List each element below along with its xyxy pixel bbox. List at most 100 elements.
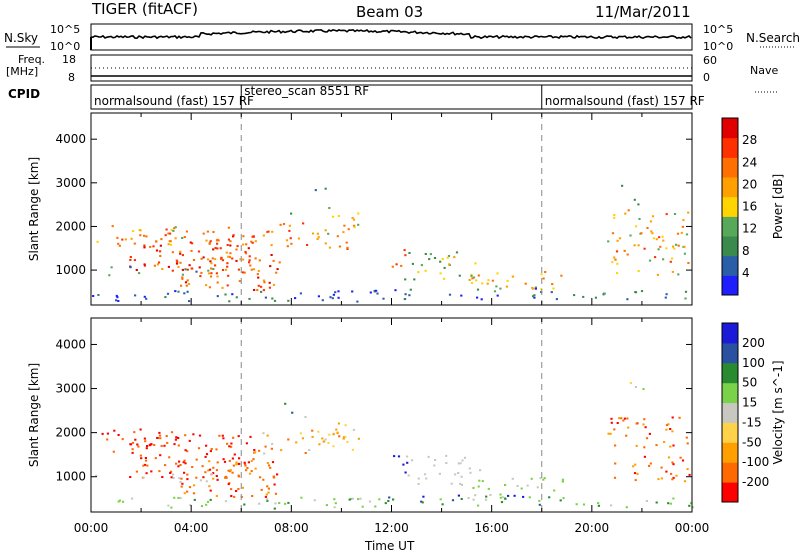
data-cell	[210, 262, 213, 265]
data-cell	[153, 264, 156, 267]
data-cell	[264, 495, 267, 498]
data-cell	[143, 437, 146, 440]
data-cell	[257, 284, 260, 287]
data-cell	[453, 256, 456, 259]
data-cell	[133, 259, 136, 262]
data-cell	[532, 295, 535, 298]
data-cell	[657, 248, 660, 251]
data-cell	[496, 272, 499, 275]
data-cell	[144, 459, 148, 462]
data-cell	[254, 240, 257, 243]
data-cell	[458, 274, 461, 277]
data-cell	[169, 472, 172, 474]
data-cell	[117, 242, 120, 245]
data-cell	[665, 293, 668, 296]
data-cell	[538, 503, 541, 506]
data-cell	[408, 294, 411, 297]
data-cell	[143, 246, 146, 249]
data-cell	[176, 260, 179, 263]
data-cell	[468, 279, 471, 281]
data-cell	[260, 290, 263, 293]
colorbar-tick-label: 12	[742, 222, 757, 236]
data-cell	[179, 497, 182, 500]
data-cell	[181, 237, 184, 239]
data-cell	[469, 471, 472, 474]
data-cell	[264, 445, 267, 448]
colorbar-tick-label: 200	[742, 336, 765, 350]
data-cell	[96, 240, 99, 243]
data-cell	[499, 493, 502, 496]
data-cell	[170, 476, 173, 479]
data-cell	[439, 260, 442, 263]
data-cell	[332, 293, 335, 296]
data-cell	[276, 268, 279, 271]
colorbar-tick-label: -200	[742, 475, 769, 489]
data-cell	[289, 237, 292, 240]
data-cell	[135, 470, 138, 473]
data-cell	[530, 477, 533, 480]
data-cell	[229, 252, 232, 255]
freq-hi-tick: 18	[62, 53, 76, 66]
data-cell	[626, 253, 629, 256]
colorbar-segment	[722, 482, 738, 503]
data-cell	[179, 481, 182, 483]
data-cell	[212, 248, 215, 251]
data-cell	[167, 265, 170, 268]
data-cell	[629, 382, 632, 385]
data-cell	[188, 264, 191, 267]
data-cell	[266, 498, 269, 501]
data-cell	[649, 220, 652, 223]
data-cell	[214, 247, 217, 249]
cpid-segment-label: stereo_scan 8551 RF	[244, 84, 369, 98]
data-cell	[543, 477, 546, 480]
data-cell	[198, 266, 201, 269]
plot-background	[91, 318, 692, 512]
data-cell	[198, 434, 202, 437]
data-cell	[290, 242, 293, 245]
data-cell	[687, 211, 690, 214]
data-cell	[164, 234, 167, 237]
data-cell	[179, 250, 182, 253]
data-cell	[169, 470, 173, 473]
data-cell	[533, 296, 536, 299]
data-cell	[356, 300, 359, 303]
data-cell	[233, 453, 236, 456]
data-cell	[216, 242, 219, 245]
data-cell	[671, 270, 674, 273]
data-cell	[300, 496, 303, 499]
data-cell	[124, 238, 127, 241]
nave-hi-tick: 60	[703, 54, 717, 67]
data-cell	[143, 264, 146, 267]
data-cell	[262, 478, 265, 481]
data-cell	[443, 277, 446, 280]
data-cell	[216, 247, 219, 250]
data-cell	[181, 276, 184, 279]
y-tick-label: 3000	[55, 382, 86, 396]
data-cell	[243, 271, 246, 274]
colorbar-segment	[722, 402, 738, 423]
data-cell	[183, 236, 186, 238]
data-cell	[254, 467, 257, 470]
data-cell	[237, 268, 240, 271]
data-cell	[252, 268, 256, 271]
data-cell	[205, 239, 208, 242]
data-cell	[597, 502, 600, 505]
data-cell	[669, 502, 672, 505]
data-cell	[200, 257, 203, 260]
data-cell	[177, 290, 180, 293]
data-cell	[235, 461, 238, 464]
data-cell	[271, 297, 274, 300]
data-cell	[175, 436, 178, 439]
data-cell	[183, 292, 186, 295]
data-cell	[166, 292, 170, 295]
data-cell	[313, 499, 316, 502]
data-cell	[491, 279, 494, 282]
data-cell	[336, 432, 339, 435]
data-cell	[531, 286, 534, 289]
data-cell	[470, 274, 473, 277]
data-cell	[131, 448, 134, 451]
data-cell	[428, 258, 431, 261]
data-cell	[209, 498, 212, 501]
data-cell	[476, 296, 479, 299]
colorbar-tick-label: 16	[742, 200, 757, 214]
